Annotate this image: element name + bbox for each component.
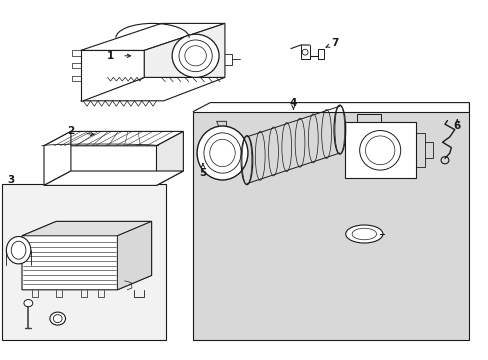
Bar: [344, 122, 415, 178]
Polygon shape: [81, 23, 224, 50]
Ellipse shape: [50, 312, 65, 325]
Polygon shape: [144, 23, 224, 77]
Bar: [2, 184, 166, 340]
Polygon shape: [44, 131, 183, 146]
Ellipse shape: [345, 225, 382, 243]
Ellipse shape: [197, 126, 247, 180]
Ellipse shape: [6, 237, 31, 264]
Text: 1: 1: [106, 51, 113, 61]
Ellipse shape: [24, 300, 33, 307]
Polygon shape: [117, 221, 151, 290]
Text: 5: 5: [199, 168, 206, 178]
Polygon shape: [44, 171, 183, 185]
Polygon shape: [156, 131, 183, 185]
Text: 4: 4: [289, 98, 297, 108]
Text: 6: 6: [453, 121, 460, 131]
Ellipse shape: [359, 130, 400, 170]
Polygon shape: [44, 131, 71, 185]
Polygon shape: [81, 50, 144, 101]
Text: 3: 3: [7, 175, 14, 185]
Polygon shape: [22, 221, 151, 236]
Polygon shape: [81, 77, 224, 101]
Text: 7: 7: [330, 38, 338, 48]
Ellipse shape: [172, 34, 219, 77]
Polygon shape: [22, 221, 151, 290]
Polygon shape: [193, 112, 468, 340]
Text: 2: 2: [67, 126, 74, 136]
